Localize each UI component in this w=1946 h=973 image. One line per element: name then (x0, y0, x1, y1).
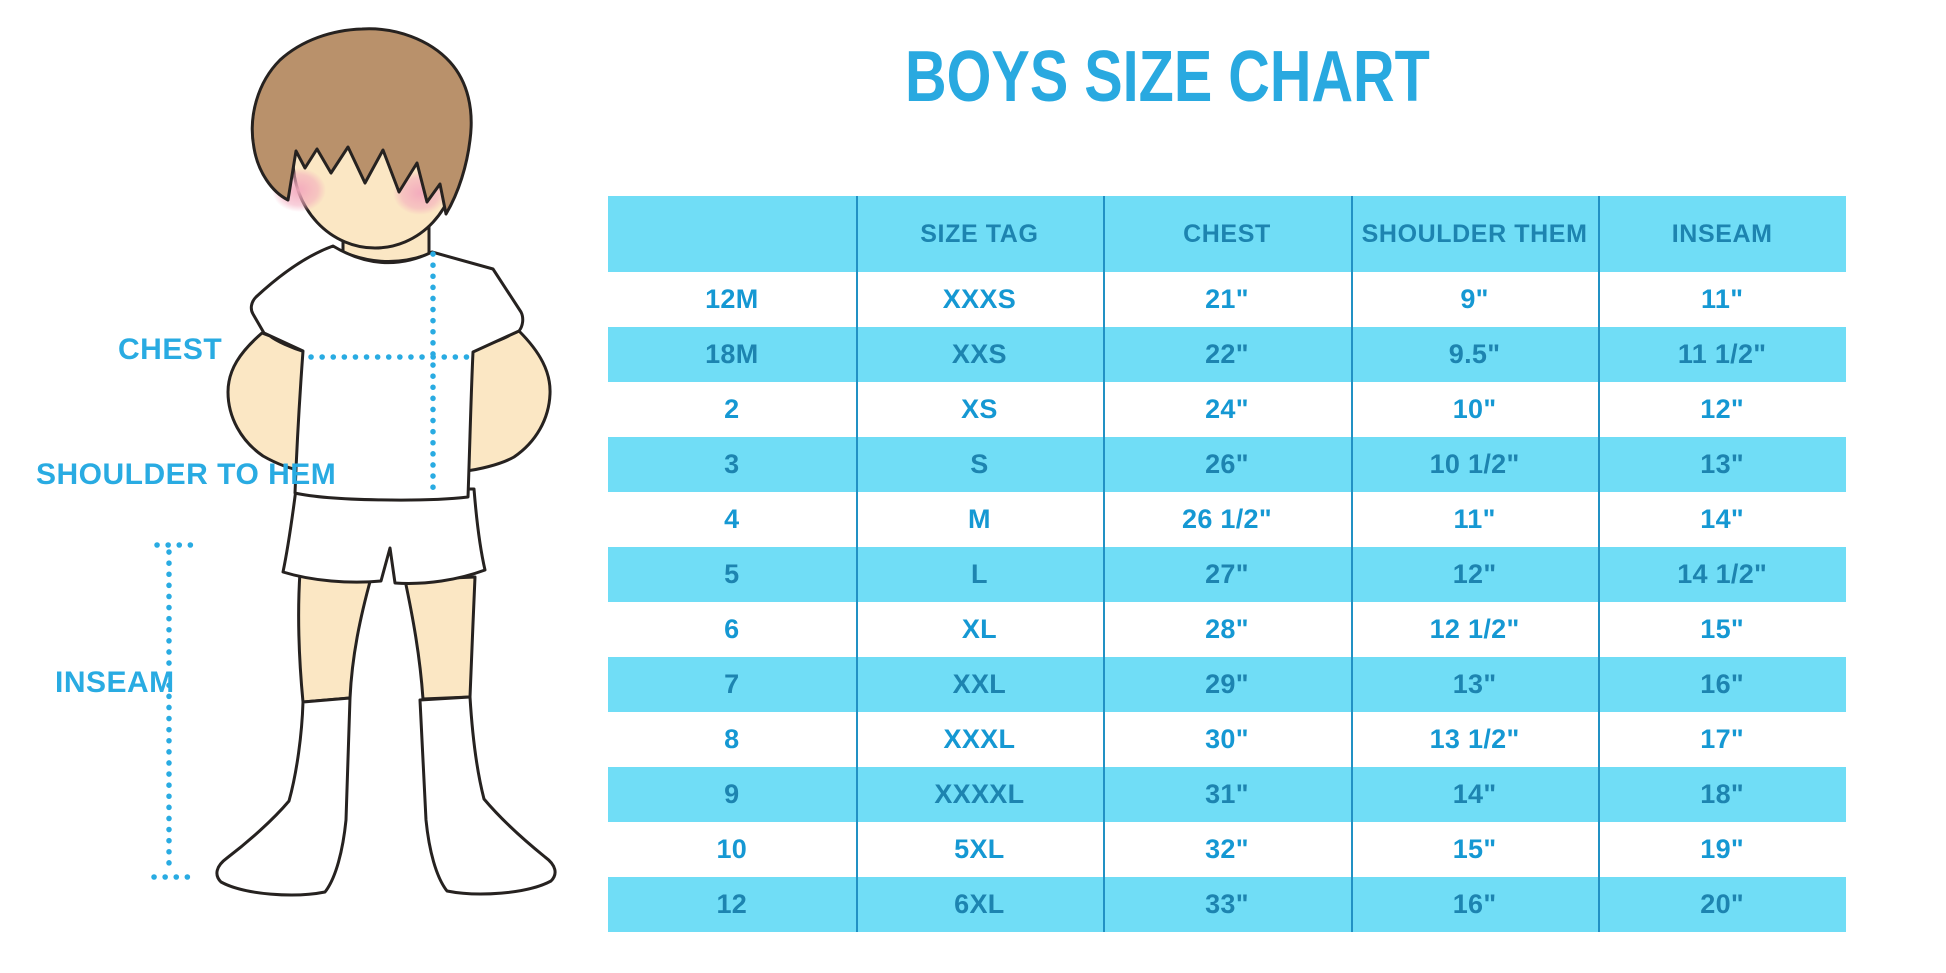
table-cell: 14" (1700, 504, 1745, 534)
table-cell: 12 (716, 889, 748, 919)
table-cell: 6 (724, 614, 740, 644)
table-cell: 13" (1700, 449, 1745, 479)
table-cell: 3 (724, 449, 740, 479)
table-cell: 17" (1700, 724, 1745, 754)
table-row: 12 6XL 33" 16" 20" (608, 877, 1846, 932)
table-cell: 27" (1205, 559, 1249, 589)
table-row: 6 XL 28" 12 1/2" 15" (608, 602, 1846, 657)
table-cell: 11 1/2" (1677, 339, 1767, 369)
inseam-label: INSEAM (55, 666, 175, 699)
column-header: INSEAM (1671, 219, 1773, 248)
column-header: CHEST (1183, 219, 1271, 248)
table-cell: 13 1/2" (1429, 724, 1520, 754)
table-row: 3 S 26" 10 1/2" 13" (608, 437, 1846, 492)
table-cell: L (970, 559, 988, 589)
column-header: SIZE TAG (920, 219, 1039, 248)
shoulder-to-hem-label: SHOULDER TO HEM (36, 458, 337, 491)
table-row: 8 XXXL 30" 13 1/2" 17" (608, 712, 1846, 767)
table-cell: 11" (1701, 284, 1744, 314)
table-cell: 10 (716, 834, 748, 864)
column-header: SHOULDER THEM (1361, 219, 1588, 248)
table-row: 5 L 27" 12" 14 1/2" (608, 547, 1846, 602)
table-cell: 9 (724, 779, 740, 809)
table-row: 4 M 26 1/2" 11" 14" (608, 492, 1846, 547)
column-divider (1103, 196, 1106, 932)
table-cell: 31" (1205, 779, 1249, 809)
table-body: 12M XXXS 21" 9" 11" 18M XXS 22" 9.5" 11 1/2" 2 XS 24… (608, 272, 1846, 932)
table-cell: 26 1/2" (1182, 504, 1272, 534)
column-divider (1350, 196, 1353, 932)
table-cell: 18" (1700, 779, 1745, 809)
table-cell: 9.5" (1448, 339, 1501, 369)
table-cell: 15" (1700, 614, 1745, 644)
boy-left-sock (215, 696, 352, 897)
table-cell: 19" (1700, 834, 1745, 864)
table-cell: 16" (1700, 669, 1745, 699)
table-cell: 21" (1205, 284, 1249, 314)
boy-right-arm (463, 329, 552, 473)
table-cell: 12 1/2" (1429, 614, 1520, 644)
table-cell: 9" (1460, 284, 1489, 314)
page-title: BOYS SIZE CHART (905, 37, 1430, 117)
table-cell: 15" (1452, 834, 1497, 864)
table-cell: XS (961, 394, 998, 424)
boy-left-arm (226, 331, 307, 473)
table-cell: M (967, 504, 991, 534)
chest-label: CHEST (118, 333, 223, 366)
table-cell: XXS (951, 339, 1007, 369)
boy-shorts (281, 487, 487, 585)
table-cell: 4 (724, 504, 740, 534)
boy-illustration (151, 27, 557, 897)
table-cell: 26" (1205, 449, 1249, 479)
table-cell: 22" (1205, 339, 1249, 369)
table-cell: XXL (952, 669, 1007, 699)
table-cell: 11" (1453, 504, 1496, 534)
table-cell: XXXS (942, 284, 1017, 314)
table-cell: 7 (724, 669, 740, 699)
table-cell: 10 1/2" (1429, 449, 1520, 479)
table-row: 2 XS 24" 10" 12" (608, 382, 1846, 437)
table-cell: 29" (1205, 669, 1249, 699)
table-cell: 2 (724, 394, 740, 424)
table-cell: 14 1/2" (1677, 559, 1768, 589)
table-cell: 33" (1205, 889, 1249, 919)
table-row: 10 5XL 32" 15" 19" (608, 822, 1846, 877)
boy-hair (250, 27, 473, 216)
table-cell: 12" (1700, 394, 1745, 424)
table-cell: 14" (1452, 779, 1497, 809)
table-cell: XL (961, 614, 997, 644)
column-divider (855, 196, 858, 932)
table-cell: 10" (1452, 394, 1497, 424)
boy-right-sock (418, 695, 557, 896)
table-cell: S (970, 449, 989, 479)
table-cell: 8 (724, 724, 740, 754)
table-cell: 20" (1700, 889, 1745, 919)
boy-right-leg (403, 575, 477, 701)
table-cell: 32" (1205, 834, 1249, 864)
table-cell: 5 (724, 559, 740, 589)
size-chart-table: SIZE TAG CHEST SHOULDER THEM INSEAM 12M XXXS… (608, 196, 1846, 932)
table-cell: 12M (705, 284, 759, 314)
table-cell: 28" (1205, 614, 1249, 644)
column-divider (1598, 196, 1601, 932)
table-header-row: SIZE TAG CHEST SHOULDER THEM INSEAM (608, 196, 1846, 272)
table-cell: 6XL (954, 889, 1005, 919)
table-cell: 24" (1205, 394, 1249, 424)
table-cell: 5XL (954, 834, 1005, 864)
table-cell: XXXXL (934, 779, 1025, 809)
table-cell: 12" (1452, 559, 1497, 589)
table-row: 7 XXL 29" 13" 16" (608, 657, 1846, 712)
boy-left-leg (297, 570, 373, 704)
table-cell: 13" (1452, 669, 1497, 699)
table-row: 9 XXXXL 31" 14" 18" (608, 767, 1846, 822)
table-cell: 18M (705, 339, 759, 369)
boy-shirt (249, 244, 525, 502)
table-cell: XXXL (943, 724, 1016, 754)
table-cell: 16" (1452, 889, 1497, 919)
table-row: 12M XXXS 21" 9" 11" (608, 272, 1846, 327)
table-cell: 30" (1205, 724, 1249, 754)
table-row: 18M XXS 22" 9.5" 11 1/2" (608, 327, 1846, 382)
